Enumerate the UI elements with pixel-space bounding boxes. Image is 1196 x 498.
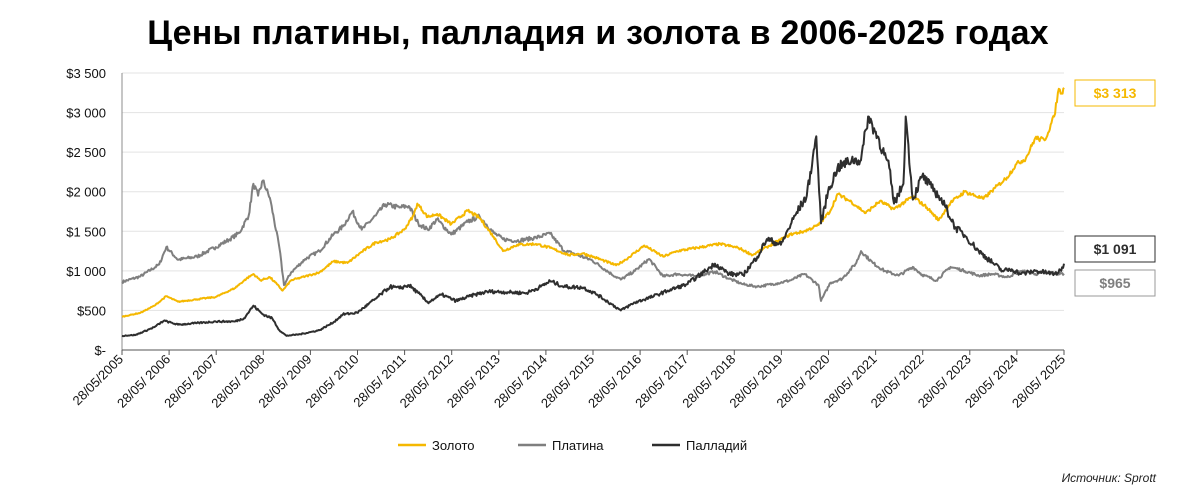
series-lines: [121, 87, 1065, 338]
end-value-badges: $3 313 $1 091 $965: [1074, 79, 1156, 297]
legend-label: Золото: [432, 438, 475, 453]
y-tick-label: $1 500: [66, 224, 106, 239]
y-axis: $- $500 $1 000 $1 500 $2 000 $2 500 $3 000 $3 5…: [66, 66, 123, 358]
end-value-platinum: $965: [1099, 275, 1130, 291]
y-tick-label: $500: [77, 303, 106, 318]
y-tick-label: $3 500: [66, 66, 106, 81]
legend: Золото Платина Палладий: [398, 438, 747, 453]
end-value-palladium: $1 091: [1094, 241, 1137, 257]
source-note: Источник: Sprott: [1061, 471, 1156, 485]
y-tick-label: $3 000: [66, 106, 106, 121]
end-badge-gold: [1074, 79, 1156, 107]
series-line-platinum: [121, 179, 1065, 302]
chart-title: Цены платины, палладия и золота в 2006-2…: [147, 14, 1049, 52]
y-tick-label: $2 000: [66, 185, 106, 200]
y-tick-label: $-: [94, 343, 106, 358]
end-badge-palladium: [1074, 235, 1156, 263]
series-line-palladium: [121, 115, 1065, 338]
legend-label: Палладий: [686, 438, 747, 453]
grid-lines: [122, 72, 1064, 311]
y-tick-label: $2 500: [66, 145, 106, 160]
end-value-gold: $3 313: [1094, 85, 1137, 101]
series-line-gold: [121, 87, 1065, 318]
legend-label: Платина: [552, 438, 604, 453]
y-tick-label: $1 000: [66, 264, 106, 279]
end-badge-platinum: [1074, 269, 1156, 297]
